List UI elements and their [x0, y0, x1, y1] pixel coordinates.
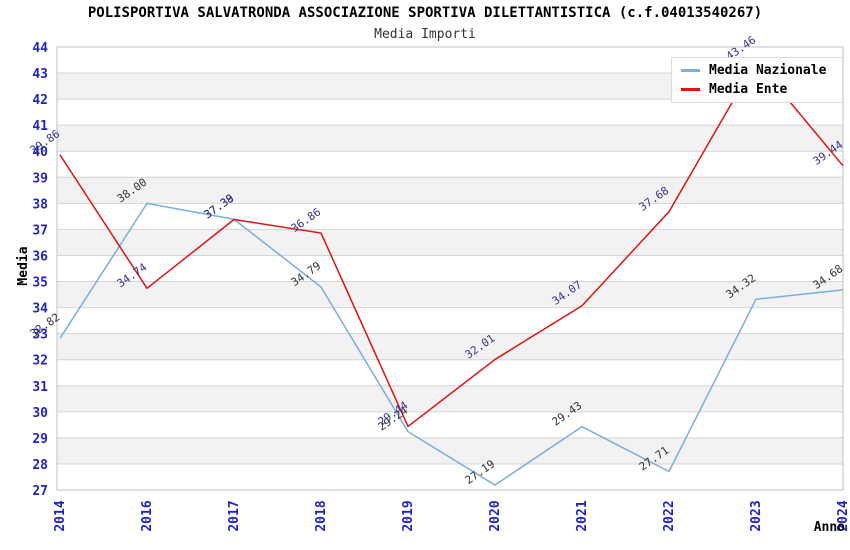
plot-band — [57, 229, 843, 256]
y-tick-label: 34 — [32, 302, 48, 317]
y-tick-label: 27 — [32, 484, 48, 499]
x-tick-label: 2017 — [227, 500, 242, 531]
y-tick-label: 33 — [32, 328, 48, 343]
legend-item-media-ente: Media Ente — [681, 83, 842, 96]
y-tick-label: 30 — [32, 406, 48, 421]
plot-band — [57, 385, 843, 412]
plot-band — [57, 281, 843, 308]
y-tick-label: 38 — [32, 197, 48, 212]
legend-label-media-ente: Media Ente — [709, 82, 788, 97]
x-tick-label: 2016 — [140, 500, 155, 531]
x-tick-label: 2024 — [836, 500, 850, 531]
chart-subtitle: Media Importi — [374, 27, 476, 42]
y-tick-label: 29 — [32, 432, 48, 447]
x-tick-label: 2018 — [314, 500, 329, 531]
chart-title: POLISPORTIVA SALVATRONDA ASSOCIAZIONE SP… — [87, 5, 763, 21]
x-tick-label: 2020 — [488, 500, 503, 531]
legend-swatch-media-nazionale — [681, 69, 700, 72]
legend-item-media-nazionale: Media Nazionale — [681, 64, 842, 77]
y-axis-ticks: 27 28 29 30 31 32 33 34 35 36 37 38 39 40 41 42 43 44 — [32, 41, 48, 499]
y-tick-label: 39 — [32, 171, 48, 186]
y-tick-label: 37 — [32, 223, 48, 238]
series-line-media-nazionale — [59, 202, 844, 486]
y-tick-label: 42 — [32, 93, 48, 108]
y-tick-label: 43 — [32, 67, 48, 82]
plot-background — [57, 47, 843, 490]
legend-label-media-nazionale: Media Nazionale — [709, 63, 827, 78]
x-tick-label: 2023 — [749, 500, 764, 531]
plot-band — [57, 125, 843, 152]
legend-swatch-media-ente — [681, 88, 700, 91]
plot-band — [57, 437, 843, 464]
x-axis-title: Anno — [814, 520, 845, 535]
plot-bands — [57, 73, 843, 464]
series-line-media-ente — [59, 60, 844, 428]
plot-band — [57, 177, 843, 204]
plot-band — [57, 333, 843, 360]
x-tick-label: 2022 — [662, 500, 677, 531]
y-tick-label: 32 — [32, 354, 48, 369]
plot-border — [56, 46, 844, 491]
y-tick-label: 40 — [32, 145, 48, 160]
y-tick-label: 28 — [32, 458, 48, 473]
y-axis-title: Media — [16, 246, 31, 285]
x-tick-label: 2014 — [53, 500, 68, 531]
y-tick-label: 41 — [32, 119, 48, 134]
legend: Media Nazionale Media Ente — [671, 57, 843, 103]
x-tick-label: 2019 — [401, 500, 416, 531]
x-tick-label: 2021 — [575, 500, 590, 531]
x-axis-ticks: 2014 2016 2017 2018 2019 2020 2021 2022 2023 2024 — [53, 500, 850, 531]
y-tick-label: 44 — [32, 41, 48, 56]
y-tick-label: 36 — [32, 249, 48, 264]
y-tick-label: 31 — [32, 380, 48, 395]
y-tick-label: 35 — [32, 276, 48, 291]
